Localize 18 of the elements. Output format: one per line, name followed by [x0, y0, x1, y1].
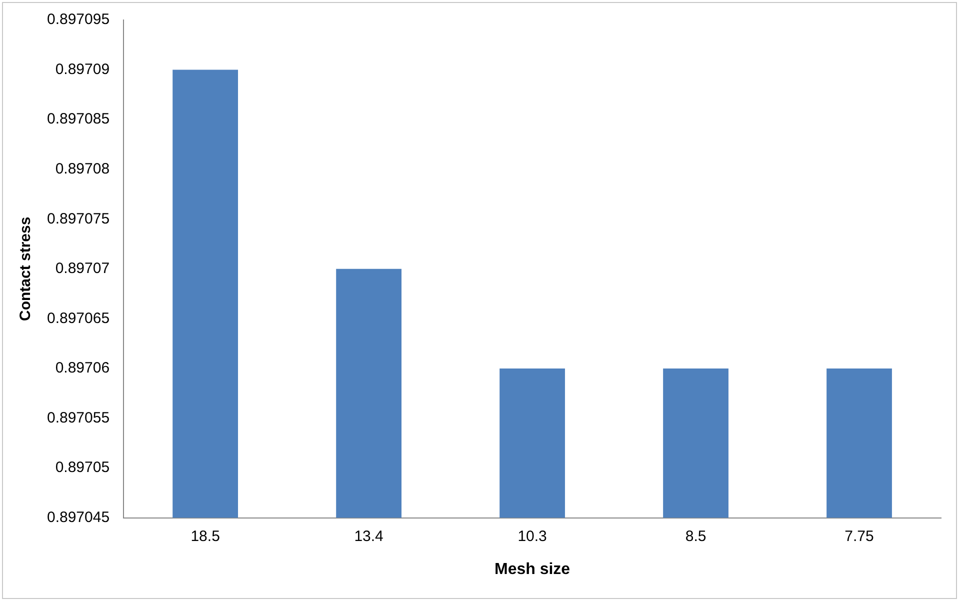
x-tick-label: 8.5 [685, 528, 706, 545]
y-tick-label: 0.89706 [55, 360, 110, 377]
y-tick-label: 0.897085 [46, 110, 110, 128]
x-tick-label: 18.5 [190, 528, 220, 545]
y-tick-label: 0.89705 [55, 459, 110, 476]
y-tick-label: 0.897095 [46, 11, 110, 28]
y-axis-title: Contact stress [17, 216, 34, 321]
y-tick-label: 0.897075 [46, 210, 110, 228]
x-tick-label: 10.3 [518, 528, 547, 545]
y-tick-label: 0.897045 [46, 508, 110, 526]
y-tick-label: 0.89709 [55, 60, 110, 78]
y-tick-label: 0.89707 [55, 260, 110, 278]
y-tick-label: 0.89708 [55, 160, 110, 178]
y-tick-label: 0.897055 [46, 409, 110, 426]
y-tick-label: 0.897065 [46, 310, 110, 327]
x-tick-label: 7.75 [844, 528, 874, 545]
x-axis-title: Mesh size [494, 560, 570, 578]
x-tick-label: 13.4 [354, 528, 384, 545]
